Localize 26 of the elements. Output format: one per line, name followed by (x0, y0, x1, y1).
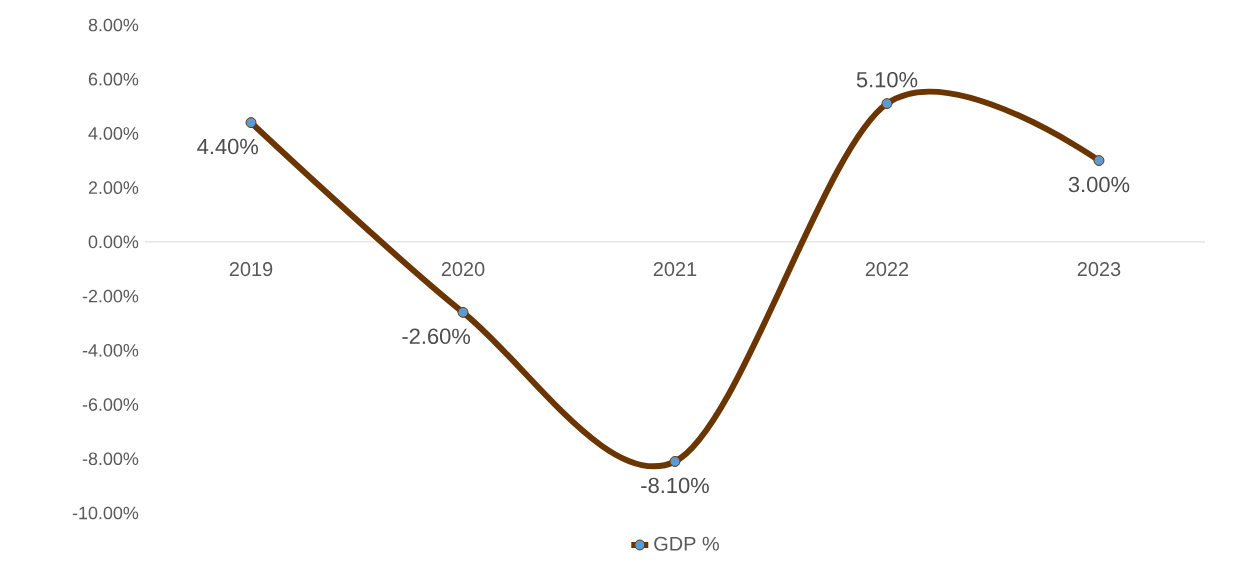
y-tick-label: -8.00% (82, 452, 139, 466)
y-tick-label: 2.00% (88, 181, 139, 194)
x-tick-label: 2021 (653, 262, 697, 277)
y-tick-label: 0.00% (88, 235, 139, 249)
legend-label: GDP % (654, 536, 719, 551)
point (881, 98, 893, 110)
x-tick-label: 2022 (865, 262, 909, 277)
y-tick-label: -10.00% (72, 506, 139, 520)
y-tick-label: 4.00% (88, 127, 139, 140)
data-label: -2.60% (402, 328, 471, 345)
y-tick-label: -6.00% (82, 398, 139, 411)
data-label: 5.10% (856, 71, 918, 88)
y-tick-label: 8.00% (88, 18, 139, 32)
data-label: 4.40% (197, 138, 259, 155)
x-tick-label: 2023 (1077, 262, 1121, 277)
y-tick-label: 6.00% (88, 72, 139, 86)
x-tick-label: 2020 (441, 262, 485, 277)
y-tick-label: -2.00% (82, 289, 139, 303)
point (245, 117, 257, 129)
point (1093, 155, 1105, 167)
x-tick-label: 2019 (229, 262, 273, 277)
y-tick-label: -4.00% (82, 343, 139, 357)
data-label: -8.10% (641, 477, 709, 494)
point (457, 306, 469, 318)
point (669, 455, 681, 467)
data-label: 3.00% (1068, 176, 1130, 193)
